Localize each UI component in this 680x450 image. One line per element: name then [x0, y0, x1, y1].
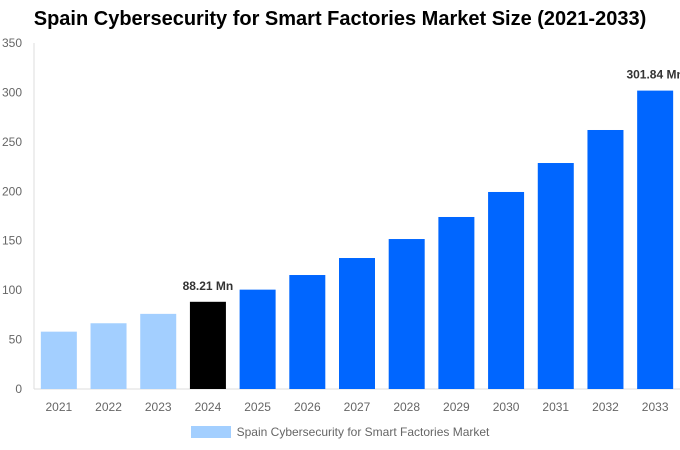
data-label: 301.84 Mn	[626, 68, 680, 82]
x-tick-label: 2031	[542, 400, 569, 414]
y-tick-label: 350	[2, 36, 22, 50]
y-tick-label: 100	[2, 283, 22, 297]
bar-2032	[587, 129, 624, 389]
bar-2023	[140, 313, 177, 389]
y-tick-label: 0	[15, 382, 22, 396]
bar-2024	[189, 301, 226, 389]
bar-2021	[40, 331, 77, 389]
x-tick-label: 2021	[45, 400, 72, 414]
bar-2031	[537, 163, 574, 389]
legend[interactable]: Spain Cybersecurity for Smart Factories …	[0, 425, 680, 439]
y-tick-label: 150	[2, 234, 22, 248]
y-tick-label: 200	[2, 184, 22, 198]
legend-label: Spain Cybersecurity for Smart Factories …	[236, 425, 490, 439]
x-tick-label: 2023	[145, 400, 172, 414]
x-tick-label: 2027	[344, 400, 371, 414]
x-tick-label: 2024	[195, 400, 222, 414]
x-tick-label: 2025	[244, 400, 271, 414]
y-tick-label: 50	[9, 333, 23, 347]
bar-2029	[438, 216, 475, 389]
bar-2030	[488, 191, 525, 389]
x-tick-label: 2032	[592, 400, 619, 414]
x-tick-label: 2030	[493, 400, 520, 414]
x-tick-label: 2022	[95, 400, 122, 414]
x-tick-label: 2028	[393, 400, 420, 414]
data-label: 88.21 Mn	[183, 279, 234, 293]
bar-2028	[388, 239, 425, 389]
y-tick-label: 300	[2, 85, 22, 99]
bar-2027	[339, 258, 375, 389]
legend-swatch	[190, 426, 231, 438]
y-tick-label: 250	[2, 135, 22, 149]
x-tick-label: 2026	[294, 400, 321, 414]
bar-2026	[289, 275, 326, 389]
bar-2033	[637, 90, 674, 390]
bar-2025	[239, 289, 276, 389]
chart-title: Spain Cybersecurity for Smart Factories …	[33, 8, 647, 30]
x-tick-label: 2029	[443, 400, 470, 414]
bar-2022	[90, 323, 127, 389]
x-tick-label: 2033	[642, 400, 669, 414]
